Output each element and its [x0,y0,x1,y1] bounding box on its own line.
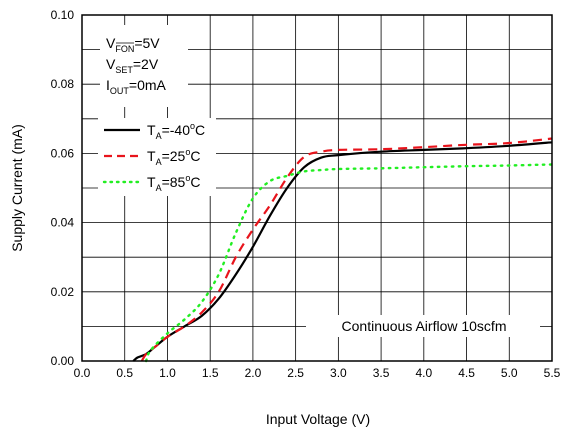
y-tick-label: 0.08 [51,77,75,91]
y-tick-label: 0.04 [51,216,75,230]
x-tick-label: 0.5 [116,366,133,380]
legend-s1-value: =25 [162,148,186,164]
cond-vset-sub: SET [115,65,133,75]
series-lines [132,137,554,363]
legend-s0-base: T [147,122,156,138]
airflow-annotation: Continuous Airflow 10scfm [306,315,540,337]
y-tick-label: 0.06 [51,146,75,160]
y-tick-label: 0.00 [51,354,75,368]
x-tick-label: 5.0 [501,366,518,380]
svg-text:TA=-40oC: TA=-40oC [147,121,205,141]
conditions-block: VFON=5V VSET=2V IOUT=0mA [100,25,188,107]
svg-text:VSET=2V: VSET=2V [106,56,159,75]
x-tick-label: 3.5 [373,366,390,380]
legend-s2-base: T [147,174,156,190]
y-axis-label: Supply Current (mA) [9,124,25,252]
legend-s2-value: =85 [162,174,186,190]
x-tick-label: 1.0 [159,366,176,380]
y-tick-label: 0.02 [51,285,75,299]
svg-text:TA=85oC: TA=85oC [147,173,200,193]
plot-frame [81,14,553,362]
x-tick-label: 5.5 [544,366,561,380]
series-line-85 [144,163,554,363]
x-tick-label: 2.5 [287,366,304,380]
cond-iout-base: I [106,77,110,93]
cond-iout-sub: OUT [110,86,130,96]
x-tick-label: 4.5 [458,366,475,380]
svg-text:TA=25oC: TA=25oC [147,147,200,167]
svg-text:VFON=5V: VFON=5V [106,35,160,54]
series-line-25 [140,137,553,362]
svg-text:IOUT=0mA: IOUT=0mA [106,77,167,96]
legend: TA=-40oC TA=25oC TA=85oC [98,118,216,196]
cond-vset-value: =2V [133,56,159,72]
x-tick-label: 1.5 [202,366,219,380]
cond-vset-base: V [106,56,116,72]
tick-labels: 0.0 0.5 1.0 1.5 2.0 2.5 3.0 3.5 4.0 4.5 5.0 5.5 0.00… [51,8,561,380]
cond-vfon-value: =5V [134,35,160,51]
cond-vfon-sub: FON [115,44,134,54]
x-tick-label: 2.0 [245,366,262,380]
cond-iout-value: =0mA [129,77,167,93]
grid [82,15,552,361]
x-tick-label: 0.0 [74,366,91,380]
legend-s0-value: =-40 [162,122,191,138]
cond-vfon-base: V [106,35,116,51]
legend-s1-base: T [147,148,156,164]
y-tick-label: 0.10 [51,8,75,22]
x-tick-label: 4.0 [415,366,432,380]
annotation-text: Continuous Airflow 10scfm [342,318,507,334]
x-axis-label: Input Voltage (V) [266,411,370,427]
x-tick-label: 3.0 [330,366,347,380]
